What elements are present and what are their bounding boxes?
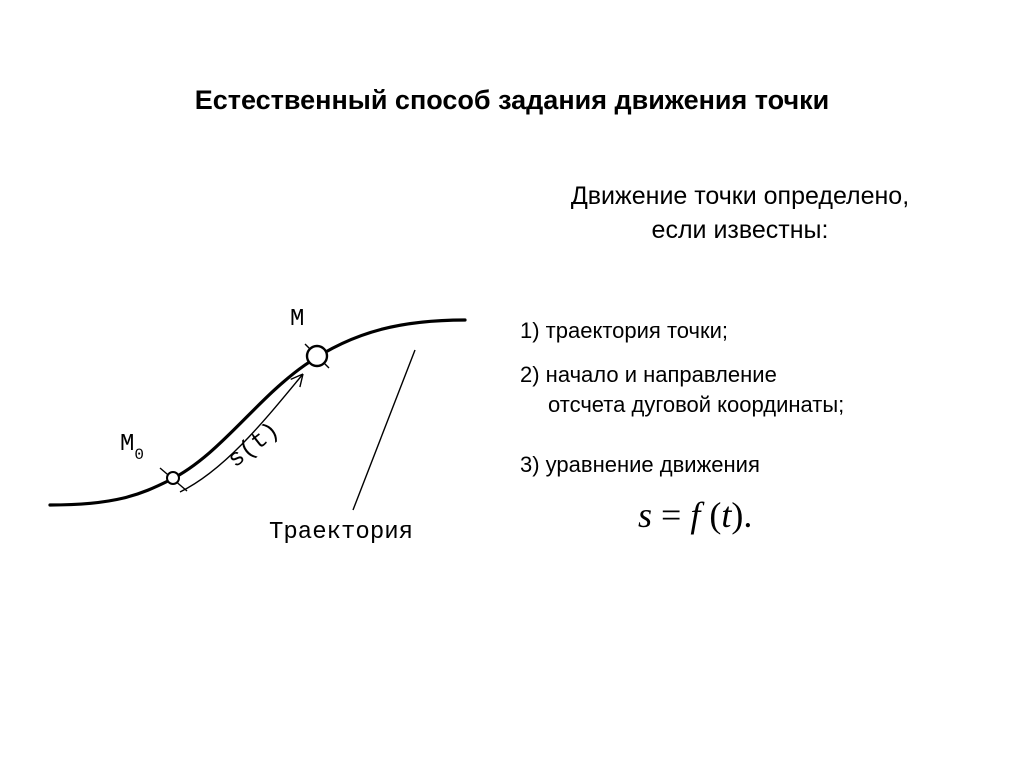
list-item-2-line1: 2) начало и направление: [520, 362, 777, 387]
equation: s = f (t).: [638, 494, 752, 536]
svg-text:M: M: [290, 306, 304, 333]
eq-equals: =: [652, 495, 690, 535]
eq-t: t: [721, 495, 731, 535]
list-item-2-line2: отсчета дуговой координаты;: [520, 390, 980, 420]
intro-line1: Движение точки определено,: [571, 182, 909, 210]
eq-close: ).: [731, 495, 752, 535]
page-title: Естественный способ задания движения точ…: [0, 85, 1024, 116]
list-item-2: 2) начало и направление отсчета дуговой …: [520, 360, 980, 419]
eq-open: (: [700, 495, 721, 535]
eq-f: f: [690, 495, 700, 535]
svg-text:s(t): s(t): [223, 418, 285, 475]
intro-text: Движение точки определено, если известны…: [520, 180, 960, 248]
eq-s: s: [638, 495, 652, 535]
svg-text:Траектория: Траектория: [269, 519, 413, 546]
list-item-1: 1) траектория точки;: [520, 316, 980, 346]
list-item-3: 3) уравнение движения: [520, 450, 980, 480]
intro-line2: если известны:: [652, 216, 829, 244]
svg-text:M0: M0: [120, 431, 144, 464]
trajectory-diagram: Траектория s(t) M0 M: [35, 270, 515, 570]
